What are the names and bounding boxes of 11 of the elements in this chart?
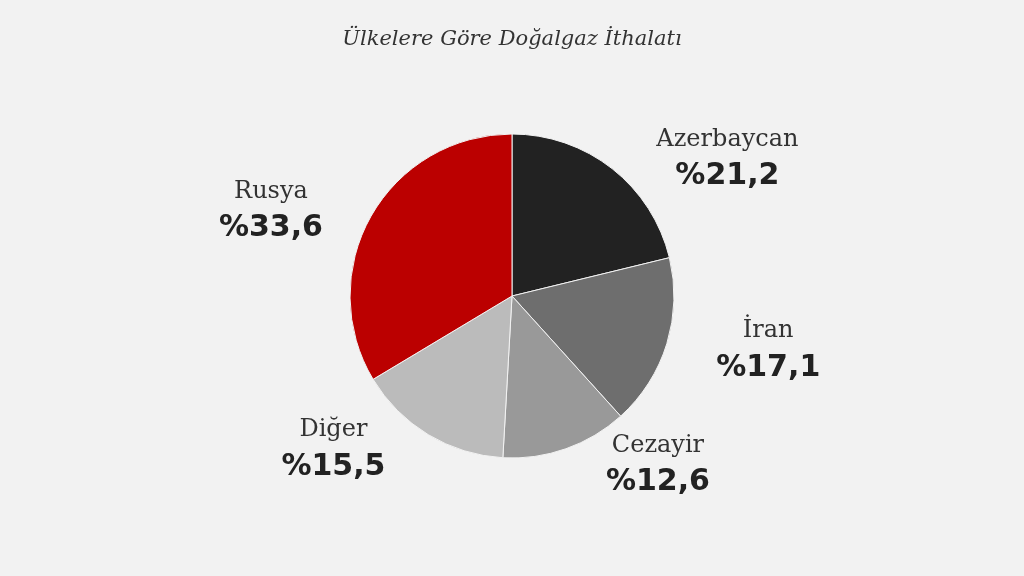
slice-label: Diğer (299, 414, 368, 443)
data-label: %12,6 (605, 462, 710, 498)
slice-label: İran (742, 314, 794, 344)
data-label: %33,6 (218, 208, 323, 244)
slice-label: Cezayir (611, 429, 705, 458)
slice-label: Rusya (234, 175, 308, 204)
data-label: %15,5 (281, 447, 386, 482)
data-label: %17,1 (716, 347, 821, 383)
data-label: %21,2 (675, 156, 780, 192)
slice-label: Azerbaycan (655, 123, 799, 152)
chart-title: Ülkelere Göre Doğalgaz İthalatı (342, 24, 682, 50)
